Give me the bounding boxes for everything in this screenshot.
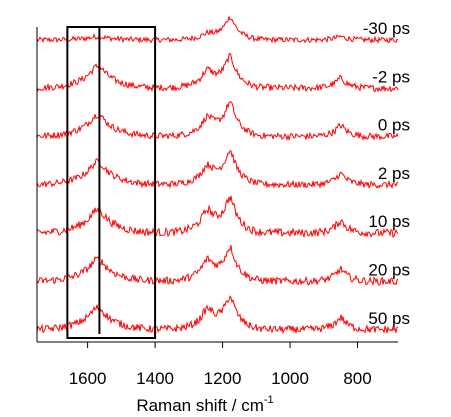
delay-label-2: -2 ps <box>372 67 410 86</box>
highlight-box <box>66 26 157 339</box>
spectrum-line-6 <box>36 245 399 287</box>
spectrum-line-4 <box>36 150 399 190</box>
x-axis-title-text: Raman shift / cm <box>136 396 264 415</box>
x-axis-title-superscript: -1 <box>264 394 274 406</box>
x-axis-title: Raman shift / cm-1 <box>136 394 273 415</box>
delay-label-6: 20 ps <box>368 261 410 280</box>
axes-frame <box>36 27 398 343</box>
delay-label-7: 50 ps <box>368 309 410 328</box>
spectrum-line-1 <box>36 16 399 45</box>
x-tick-label-2: 1400 <box>136 369 174 388</box>
delay-label-5: 10 ps <box>368 212 410 231</box>
delay-label-1: -30 ps <box>363 19 410 38</box>
delay-label-3: 0 ps <box>378 116 410 135</box>
spectrum-line-2 <box>36 52 399 93</box>
delay-label-4: 2 ps <box>378 164 410 183</box>
delay-labels: -30 ps -2 ps 0 ps 2 ps 10 ps 20 ps 50 ps <box>363 19 410 328</box>
x-ticks: 1600 1400 1200 1000 800 <box>69 342 372 388</box>
spectra-group <box>36 16 399 335</box>
x-tick-label-3: 1200 <box>204 369 242 388</box>
x-tick-label-1: 1600 <box>69 369 107 388</box>
x-tick-label-4: 1000 <box>271 369 309 388</box>
spectrum-line-5 <box>36 195 399 239</box>
spectrum-line-7 <box>36 295 399 335</box>
x-tick-label-5: 800 <box>343 369 371 388</box>
spectrum-line-3 <box>36 101 399 142</box>
